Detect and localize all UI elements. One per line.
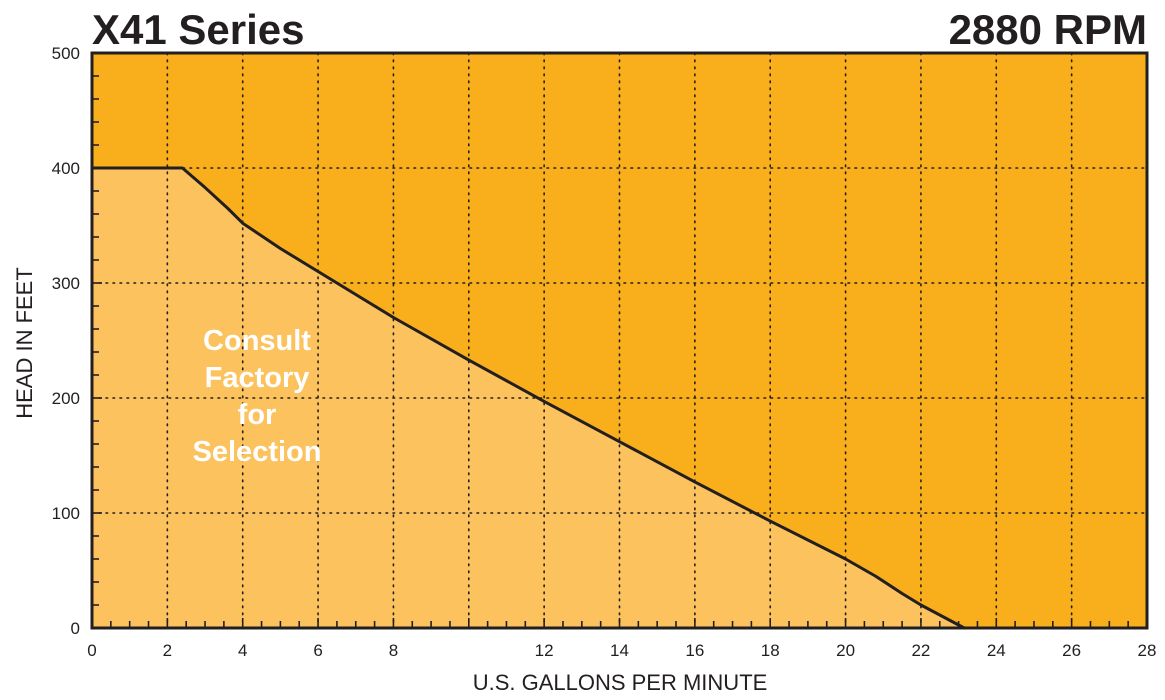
annotation-line: Selection	[193, 436, 322, 468]
x-tick-label: 4	[238, 641, 247, 660]
chart-subtitle: 2880 RPM	[949, 6, 1147, 53]
y-tick-label: 300	[52, 274, 80, 293]
chart-title: X41 Series	[92, 6, 305, 53]
x-axis-label: U.S. GALLONS PER MINUTE	[473, 670, 768, 695]
y-tick-label: 100	[52, 504, 80, 523]
x-tick-label: 24	[987, 641, 1006, 660]
x-tick-label: 12	[535, 641, 554, 660]
y-tick-label: 500	[52, 44, 80, 63]
x-tick-label: 28	[1138, 641, 1157, 660]
pump-curve-line	[90, 166, 966, 630]
x-tick-label: 0	[87, 641, 96, 660]
y-tick-label: 200	[52, 389, 80, 408]
x-tick-label: 6	[313, 641, 322, 660]
x-tick-label: 20	[836, 641, 855, 660]
x-tick-label: 2	[163, 641, 172, 660]
y-tick-label: 0	[71, 619, 80, 638]
x-tick-label: 8	[389, 641, 398, 660]
x-tick-label: 14	[610, 641, 629, 660]
x-tick-label: 22	[911, 641, 930, 660]
annotation-line: Factory	[205, 362, 310, 394]
plot-area	[90, 51, 1149, 630]
x-tick-label: 16	[685, 641, 704, 660]
x-tick-label: 26	[1062, 641, 1081, 660]
plot-frame	[90, 51, 1149, 630]
x-tick-label: 18	[761, 641, 780, 660]
annotation: Consult Factory for Selection	[193, 325, 322, 468]
y-tick-label: 400	[52, 159, 80, 178]
annotation-line: for	[238, 399, 277, 431]
annotation-line: Consult	[203, 325, 311, 357]
y-axis-label: HEAD IN FEET	[12, 267, 37, 419]
